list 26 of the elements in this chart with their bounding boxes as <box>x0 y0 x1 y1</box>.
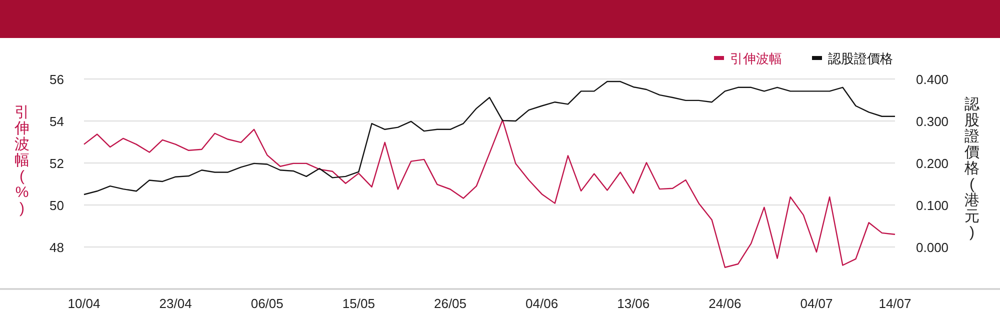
y-tick-label: 48 <box>50 240 64 255</box>
x-tick-label: 04/07 <box>800 296 833 311</box>
y-tick-label: 50 <box>50 198 64 213</box>
x-tick-label: 04/06 <box>526 296 558 311</box>
y2-tick-label: 0.400 <box>916 72 949 87</box>
y2-tick-label: 0.200 <box>916 156 949 171</box>
line-series <box>83 119 896 268</box>
x-tick-label: 10/04 <box>68 296 100 311</box>
x-tick-label: 24/06 <box>708 296 742 311</box>
x-tick-label: 23/04 <box>159 296 192 311</box>
x-tick-label: 15/05 <box>342 296 375 311</box>
y-tick-label: 56 <box>50 72 64 87</box>
line-series <box>83 80 896 196</box>
x-tick-label: 14/07 <box>878 296 912 311</box>
y2-tick-label: 0.300 <box>916 114 949 129</box>
x-tick-label: 13/06 <box>617 296 650 311</box>
x-tick-label: 06/05 <box>250 296 284 311</box>
y2-tick-label: 0.100 <box>916 198 949 213</box>
y-axis-title: 引伸波幅(%) <box>14 104 30 217</box>
x-tick-label: 26/05 <box>434 296 467 311</box>
legend-label: 認股證價格 <box>828 51 893 66</box>
text: 認股證價格(港元) <box>964 96 980 241</box>
y-tick-label: 52 <box>50 156 64 171</box>
legend-label: 引伸波幅 <box>730 51 782 66</box>
y-tick-label: 54 <box>50 114 64 129</box>
y2-tick-label: 0.000 <box>916 240 949 255</box>
